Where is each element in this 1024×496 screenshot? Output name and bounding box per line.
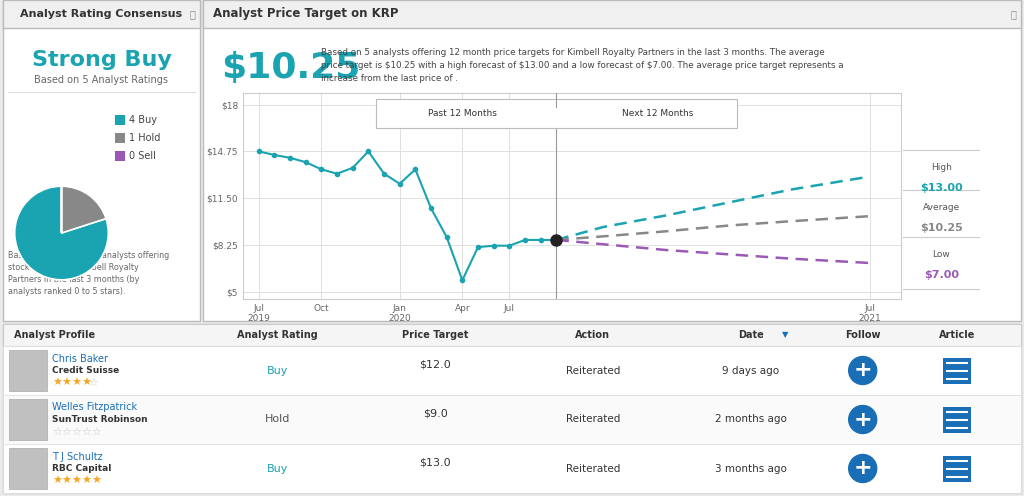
Text: Analyst Rating Consensus: Analyst Rating Consensus xyxy=(20,9,182,19)
Text: $12.0: $12.0 xyxy=(419,360,451,370)
Text: Reiterated: Reiterated xyxy=(565,415,621,425)
FancyBboxPatch shape xyxy=(3,0,200,321)
Text: $10.25: $10.25 xyxy=(921,223,963,233)
Text: Next 12 Months: Next 12 Months xyxy=(623,109,694,118)
Text: T J Schultz: T J Schultz xyxy=(52,451,102,461)
Bar xyxy=(376,99,736,127)
Text: $13.0: $13.0 xyxy=(420,457,451,468)
Circle shape xyxy=(849,357,877,384)
Text: SunTrust Robinson: SunTrust Robinson xyxy=(52,415,147,424)
Text: Buy: Buy xyxy=(266,463,288,474)
Text: 2 months ago: 2 months ago xyxy=(715,415,786,425)
Circle shape xyxy=(849,454,877,483)
Text: analysts ranked 0 to 5 stars).: analysts ranked 0 to 5 stars). xyxy=(8,288,126,297)
Text: Based on 5 Analyst Ratings: Based on 5 Analyst Ratings xyxy=(35,75,169,85)
Text: ⓘ: ⓘ xyxy=(189,9,195,19)
Text: 3 months ago: 3 months ago xyxy=(715,463,786,474)
Text: 1 Hold: 1 Hold xyxy=(129,133,161,143)
FancyBboxPatch shape xyxy=(3,324,1021,346)
Text: Reiterated: Reiterated xyxy=(565,463,621,474)
FancyBboxPatch shape xyxy=(943,407,971,433)
Circle shape xyxy=(849,406,877,434)
Text: Hold: Hold xyxy=(264,415,290,425)
Text: 9 days ago: 9 days ago xyxy=(722,366,779,375)
FancyBboxPatch shape xyxy=(901,150,981,203)
Text: $10.25: $10.25 xyxy=(221,51,360,85)
Text: Reiterated: Reiterated xyxy=(565,366,621,375)
Text: ▼: ▼ xyxy=(782,330,788,339)
FancyBboxPatch shape xyxy=(3,395,1021,444)
Text: Date: Date xyxy=(738,330,764,340)
FancyBboxPatch shape xyxy=(901,190,981,243)
FancyBboxPatch shape xyxy=(115,151,125,161)
Text: ⓘ: ⓘ xyxy=(1010,9,1016,19)
Text: +: + xyxy=(853,458,872,479)
FancyBboxPatch shape xyxy=(943,358,971,383)
Text: Strong Buy: Strong Buy xyxy=(32,50,171,70)
FancyBboxPatch shape xyxy=(3,346,1021,395)
Text: $13.00: $13.00 xyxy=(921,183,963,193)
FancyBboxPatch shape xyxy=(9,448,47,489)
Wedge shape xyxy=(14,186,109,280)
Text: Welles Fitzpatrick: Welles Fitzpatrick xyxy=(52,402,137,413)
FancyBboxPatch shape xyxy=(943,455,971,482)
FancyBboxPatch shape xyxy=(3,0,200,28)
Text: Low: Low xyxy=(933,250,950,259)
Wedge shape xyxy=(61,186,106,233)
Text: Based on 5 analysts offering 12 month price targets for Kimbell Royalty Partners: Based on 5 analysts offering 12 month pr… xyxy=(321,48,824,57)
FancyBboxPatch shape xyxy=(3,444,1021,493)
Text: +: + xyxy=(853,410,872,430)
Text: Analyst Rating: Analyst Rating xyxy=(237,330,317,340)
Text: Average: Average xyxy=(923,203,961,212)
Text: High: High xyxy=(931,163,952,173)
Text: Action: Action xyxy=(575,330,610,340)
Text: Article: Article xyxy=(939,330,975,340)
Text: +: + xyxy=(853,361,872,380)
Text: Based on 5 Wall Street analysts offering: Based on 5 Wall Street analysts offering xyxy=(8,251,169,260)
Text: Price Target: Price Target xyxy=(402,330,468,340)
Text: Chris Baker: Chris Baker xyxy=(52,354,109,364)
FancyBboxPatch shape xyxy=(9,350,47,391)
Text: Analyst Profile: Analyst Profile xyxy=(14,330,95,340)
FancyBboxPatch shape xyxy=(901,237,981,289)
FancyBboxPatch shape xyxy=(203,0,1021,28)
Text: Credit Suisse: Credit Suisse xyxy=(52,366,120,375)
Text: Past 12 Months: Past 12 Months xyxy=(428,109,497,118)
Text: price target is $10.25 with a high forecast of $13.00 and a low forecast of $7.0: price target is $10.25 with a high forec… xyxy=(321,61,844,70)
Text: 4 Buy: 4 Buy xyxy=(129,115,157,125)
Text: Buy: Buy xyxy=(266,366,288,375)
Text: $9.0: $9.0 xyxy=(423,409,447,419)
Text: Follow: Follow xyxy=(845,330,881,340)
Text: stock ratings for Kimbell Royalty: stock ratings for Kimbell Royalty xyxy=(8,263,138,272)
Text: 0 Sell: 0 Sell xyxy=(129,151,156,161)
FancyBboxPatch shape xyxy=(115,115,125,125)
Text: $7.00: $7.00 xyxy=(924,269,958,280)
Text: ☆: ☆ xyxy=(88,377,98,387)
Text: Partners in the last 3 months (by: Partners in the last 3 months (by xyxy=(8,275,139,285)
Text: ★★★★★: ★★★★★ xyxy=(52,476,102,486)
FancyBboxPatch shape xyxy=(115,133,125,143)
FancyBboxPatch shape xyxy=(3,324,1021,493)
Text: ★★★★: ★★★★ xyxy=(52,377,92,387)
Text: RBC Capital: RBC Capital xyxy=(52,464,112,473)
Text: Analyst Price Target on KRP: Analyst Price Target on KRP xyxy=(213,7,398,20)
FancyBboxPatch shape xyxy=(203,0,1021,321)
Text: ☆☆☆☆☆: ☆☆☆☆☆ xyxy=(52,427,102,436)
Text: increase from the last price of .: increase from the last price of . xyxy=(321,74,458,83)
FancyBboxPatch shape xyxy=(9,399,47,440)
